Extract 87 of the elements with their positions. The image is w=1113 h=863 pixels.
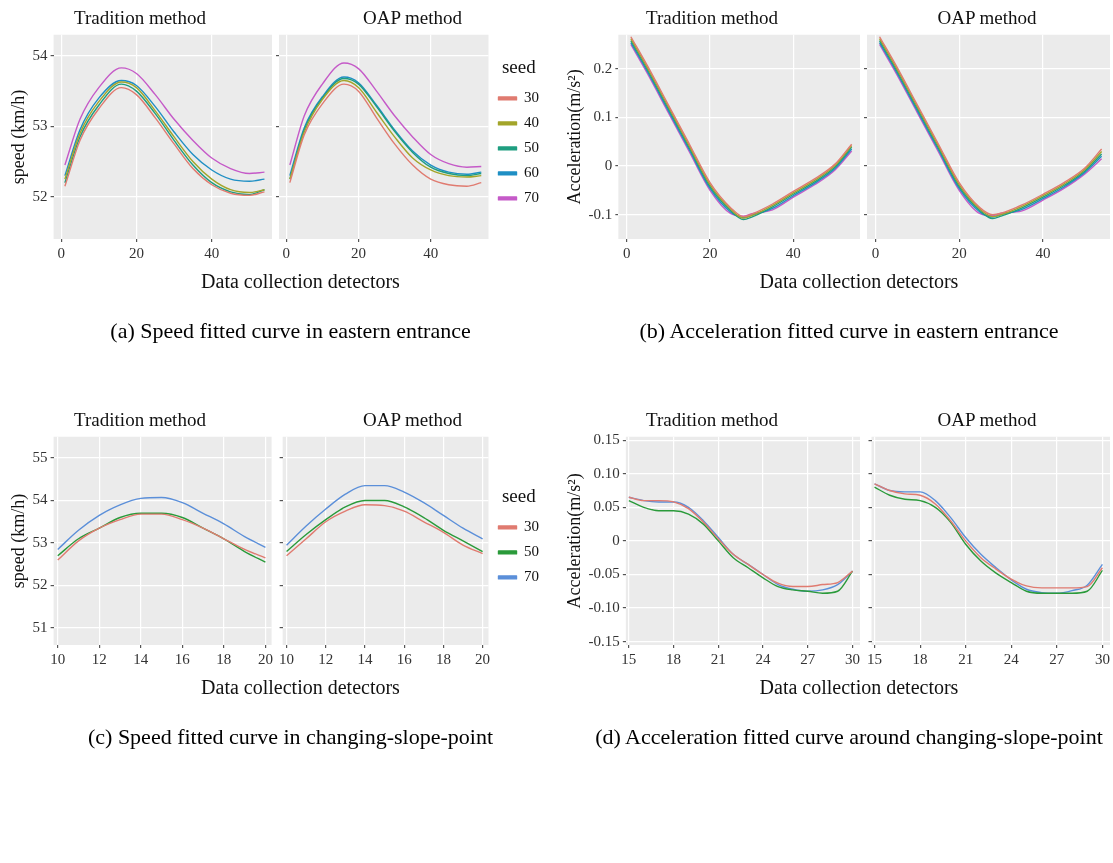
x-tick-label: 20 — [702, 244, 718, 261]
x-tick-label: 20 — [475, 650, 491, 667]
chart-title: OAP method — [362, 7, 463, 29]
legend-label: 40 — [524, 114, 539, 131]
x-tick-label: 21 — [958, 650, 974, 667]
legend-label: 60 — [524, 164, 539, 181]
x-tick-label: 40 — [423, 244, 439, 261]
legend-title: seed — [501, 55, 537, 77]
text: (b) Acceleration fitted curve in eastern entrance — [638, 318, 1060, 344]
x-tick-label: 0 — [622, 244, 631, 261]
x-tick-label: 30 — [1094, 650, 1110, 667]
x-tick-label: 16 — [174, 650, 191, 667]
y-axis-title: Acceleration(m/s²) — [563, 473, 585, 609]
y-tick-label: -0.15 — [588, 632, 620, 649]
x-tick-label: 0 — [282, 244, 290, 261]
x-tick-label: 24 — [1003, 650, 1020, 667]
chart-title: OAP method — [937, 7, 1038, 29]
y-tick-label: -0.05 — [588, 565, 620, 582]
legend-label: 50 — [524, 139, 539, 156]
y-tick-label: 0.2 — [593, 59, 613, 76]
x-axis-title: Data collection detectors — [200, 270, 401, 293]
chart-title: Tradition method — [646, 409, 779, 431]
chart-title: OAP method — [362, 409, 463, 431]
chart-title: Tradition method — [646, 7, 779, 29]
y-tick-label: 51 — [32, 618, 48, 635]
x-axis-title: Data collection detectors — [200, 676, 401, 699]
x-tick-label: 27 — [800, 650, 816, 667]
y-tick-label: 55 — [32, 448, 48, 465]
y-tick-label: 54 — [32, 46, 49, 63]
legend-label: 30 — [524, 89, 539, 106]
y-tick-label: 54 — [32, 491, 49, 508]
x-tick-label: 10 — [50, 650, 66, 667]
y-tick-label: 0 — [604, 157, 613, 174]
x-tick-label: 16 — [396, 650, 413, 667]
x-tick-label: 15 — [867, 650, 883, 667]
x-tick-label: 24 — [755, 650, 772, 667]
x-tick-label: 21 — [710, 650, 726, 667]
x-tick-label: 40 — [1035, 244, 1051, 261]
y-tick-label: 0.05 — [593, 498, 620, 515]
x-tick-label: 20 — [128, 244, 144, 261]
chart-title: Tradition method — [74, 7, 207, 29]
y-tick-label: 52 — [32, 187, 48, 204]
x-tick-label: 18 — [912, 650, 928, 667]
x-tick-label: 12 — [318, 650, 334, 667]
x-tick-label: 18 — [666, 650, 682, 667]
x-tick-label: 20 — [257, 650, 273, 667]
legend-label: 70 — [524, 189, 539, 206]
chart-title: Tradition method — [74, 409, 207, 431]
x-tick-label: 40 — [785, 244, 801, 261]
y-tick-label: 0 — [612, 531, 620, 548]
x-tick-label: 10 — [279, 650, 295, 667]
text: (c) Speed fitted curve in changing-slope-point — [86, 724, 494, 750]
x-axis-title: Data collection detectors — [758, 676, 960, 699]
legend-label: 70 — [524, 568, 539, 585]
x-tick-label: 20 — [350, 244, 366, 261]
y-tick-label: 53 — [32, 117, 48, 134]
y-axis-title: speed (km/h) — [7, 493, 29, 589]
y-tick-label: 53 — [32, 533, 48, 550]
x-tick-label: 0 — [57, 244, 65, 261]
y-tick-label: 0.1 — [593, 108, 613, 125]
y-tick-label: 0.10 — [593, 464, 620, 481]
legend-label: 30 — [524, 518, 539, 535]
x-tick-label: 30 — [845, 650, 861, 667]
legend-label: 50 — [524, 543, 539, 560]
line-series — [57, 496, 267, 551]
legend-title: seed — [501, 484, 537, 506]
x-tick-label: 14 — [133, 650, 149, 667]
y-tick-label: 0.15 — [593, 431, 620, 448]
text: (a) Speed fitted curve in eastern entrance — [109, 318, 472, 344]
y-tick-label: -0.10 — [588, 599, 620, 615]
x-tick-label: 12 — [91, 650, 107, 667]
line-series — [64, 67, 266, 175]
x-tick-label: 20 — [951, 244, 967, 261]
x-tick-label: 14 — [357, 650, 373, 667]
y-axis-title: Acceleration(m/s²) — [563, 69, 585, 205]
x-axis-title: Data collection detectors — [758, 270, 960, 293]
x-tick-label: 15 — [621, 650, 637, 667]
y-tick-label: 52 — [32, 576, 48, 593]
text: (d) Acceleration fitted curve around changing-slope-point — [594, 724, 1104, 750]
x-tick-label: 18 — [435, 650, 451, 667]
x-tick-label: 0 — [871, 244, 880, 261]
x-tick-label: 40 — [204, 244, 220, 261]
x-tick-label: 27 — [1049, 650, 1065, 667]
x-tick-label: 18 — [216, 650, 232, 667]
y-tick-label: -0.1 — [588, 205, 613, 222]
y-axis-title: speed (km/h) — [7, 89, 29, 185]
chart-title: OAP method — [937, 409, 1038, 431]
